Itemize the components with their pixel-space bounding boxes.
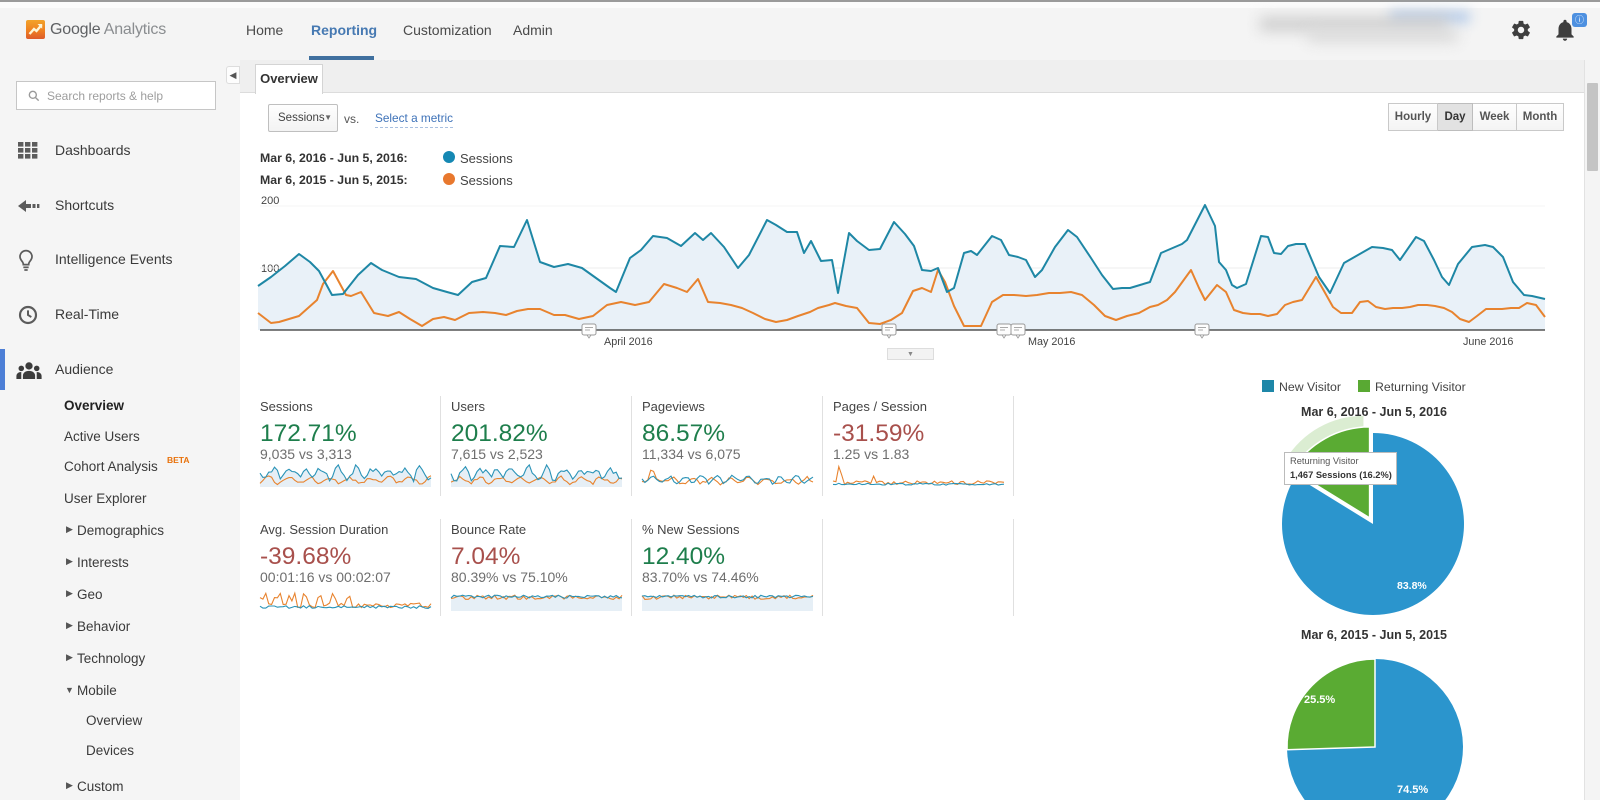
svg-text:83.8%: 83.8% <box>1397 580 1427 592</box>
svg-text:Returning Visitor: Returning Visitor <box>1290 456 1359 466</box>
svg-text:74.5%: 74.5% <box>1397 784 1428 796</box>
svg-text:25.5%: 25.5% <box>1304 694 1335 706</box>
svg-text:1,467 Sessions (16.2%): 1,467 Sessions (16.2%) <box>1290 470 1392 480</box>
